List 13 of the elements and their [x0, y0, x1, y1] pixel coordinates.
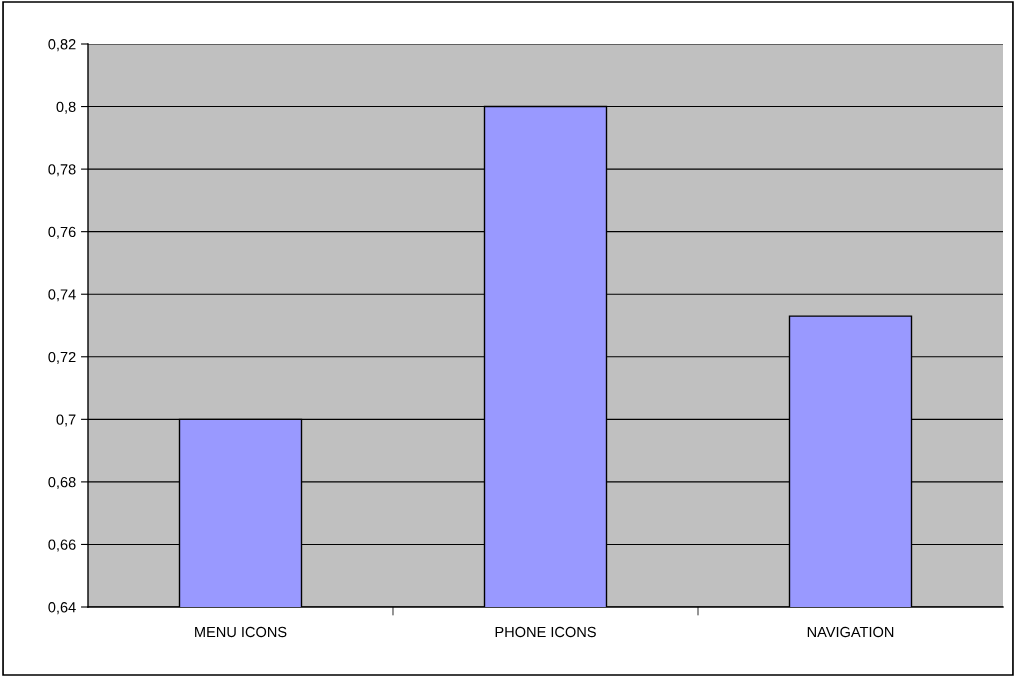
- y-tick-label: 0,68: [48, 476, 76, 490]
- y-tick-label: 0,74: [48, 289, 76, 302]
- y-tick-label: 0,8: [56, 101, 76, 114]
- y-tick-label: 0,7: [56, 414, 76, 427]
- x-tick-label: MENU ICONS: [195, 626, 287, 638]
- x-tick-label: PHONE ICONS: [495, 626, 596, 638]
- y-tick-label: 0,64: [48, 602, 76, 615]
- y-tick-label: 0,66: [48, 539, 76, 552]
- y-tick-label: 0,78: [48, 164, 76, 177]
- x-tick-label: NAVIGATION: [807, 626, 894, 638]
- y-tick-label: 0,82: [48, 39, 76, 52]
- y-tick-label: 0,72: [48, 351, 76, 364]
- y-tick-label: 0,76: [48, 226, 76, 239]
